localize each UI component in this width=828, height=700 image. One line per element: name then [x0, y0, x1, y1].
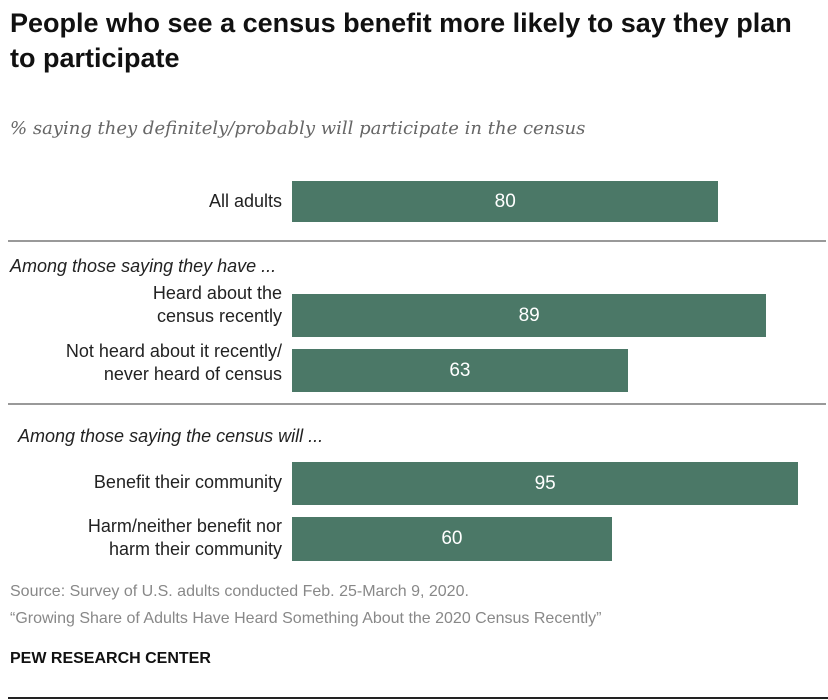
bar-label: Heard about the census recently: [152, 283, 282, 326]
data-label: 60: [441, 528, 463, 549]
chart-subtitle: % saying they definitely/probably will p…: [10, 118, 586, 139]
bar-all-adults: 80: [292, 181, 719, 222]
group-heading: Among those saying they have ...: [10, 256, 277, 276]
bar-harm-neither: 60: [292, 517, 612, 561]
report-title: “Growing Share of Adults Have Heard Some…: [10, 610, 602, 627]
bar-label: All adults: [208, 191, 282, 211]
divider: [8, 403, 826, 405]
brand-logo: PEW RESEARCH CENTER: [10, 650, 211, 667]
bar-not-heard: 63: [292, 349, 628, 392]
bar-label: Harm/neither benefit nor harm their commu…: [87, 516, 282, 559]
data-label: 63: [449, 359, 471, 381]
data-label: 80: [494, 190, 516, 212]
source-note: Source: Survey of U.S. adults conducted …: [10, 583, 469, 600]
bar-benefit: 95: [292, 462, 799, 505]
group-heading: Among those saying the census will ...: [18, 426, 324, 446]
bar-heard-recently: 89: [292, 294, 767, 337]
bar-label: Benefit their community: [93, 472, 282, 492]
bottom-rule: [8, 697, 828, 699]
divider: [8, 240, 826, 242]
data-label: 95: [534, 472, 556, 494]
chart-title: People who see a census benefit more lik…: [10, 8, 792, 73]
bar-label: Not heard about it recently/never heard …: [65, 341, 282, 384]
data-label: 89: [518, 304, 540, 326]
